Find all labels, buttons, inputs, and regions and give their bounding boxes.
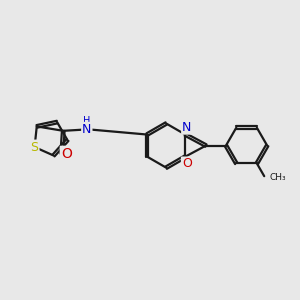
Text: N: N — [82, 123, 92, 136]
Text: O: O — [61, 147, 72, 161]
Text: H: H — [83, 116, 91, 126]
Text: O: O — [182, 158, 192, 170]
Text: N: N — [182, 121, 191, 134]
Text: S: S — [31, 141, 39, 154]
Text: CH₃: CH₃ — [269, 173, 286, 182]
